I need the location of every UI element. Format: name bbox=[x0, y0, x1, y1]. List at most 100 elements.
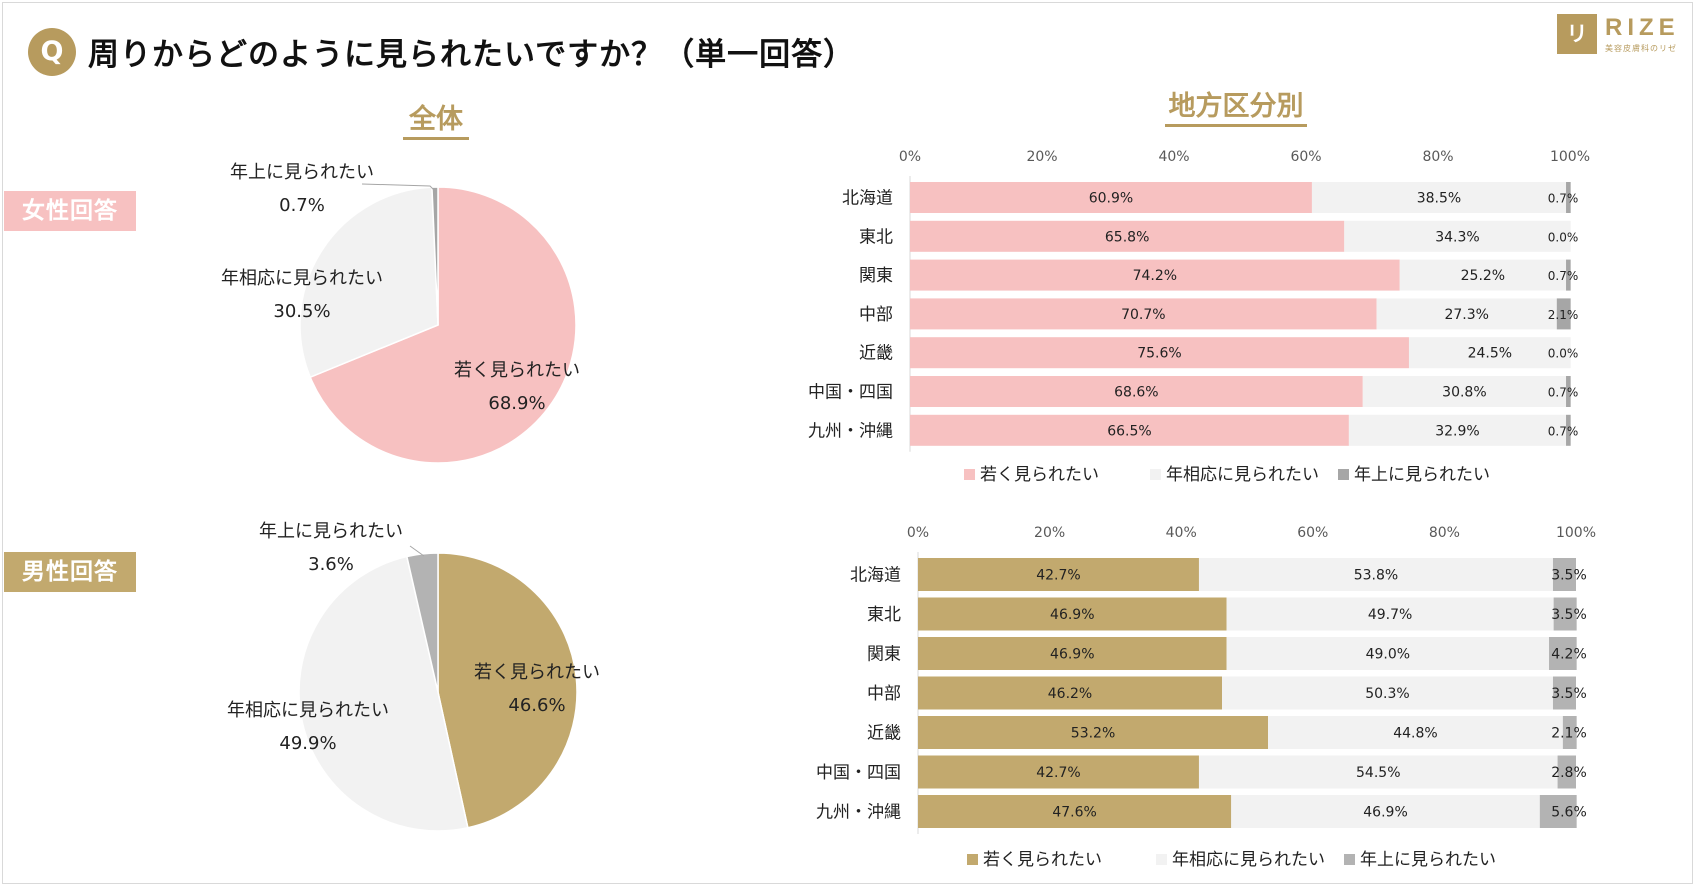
logo-wordmark: RIZE bbox=[1605, 14, 1680, 41]
bar-male-bar-1 bbox=[1198, 558, 1553, 591]
bar-female-legend-label: 若く見られたい bbox=[980, 465, 1099, 485]
bar-female-x-tick: 60% bbox=[1290, 149, 1321, 165]
bar-female-category-label: 近畿 bbox=[859, 344, 893, 364]
bar-male-bar-2 bbox=[1552, 676, 1576, 710]
pie-female-slice-2 bbox=[431, 186, 439, 326]
bar-male-legend-label: 年上に見られたい bbox=[1360, 850, 1496, 870]
pie-male-slice-value-1: 49.9% bbox=[279, 733, 336, 754]
pie-female-leader-line bbox=[361, 183, 435, 191]
bar-male-bar-label-1: 53.8% bbox=[1354, 568, 1398, 584]
gender-label-female: 女性回答 bbox=[4, 191, 136, 231]
bar-male-bar-2 bbox=[1557, 755, 1576, 789]
bar-female-x-tick: 80% bbox=[1422, 149, 1453, 165]
bar-female-bar-0 bbox=[910, 220, 1345, 252]
bar-male-legend-label: 年相応に見られたい bbox=[1172, 850, 1325, 870]
bar-female-bar-1 bbox=[1311, 182, 1567, 213]
bar-female-bar-label-1: 32.9% bbox=[1435, 423, 1479, 439]
bar-male-category-label: 関東 bbox=[867, 645, 901, 665]
bar-female-bar-1 bbox=[1348, 414, 1567, 446]
bar-female-category-label: 東北 bbox=[859, 227, 893, 247]
bar-female-bar-label-1: 25.2% bbox=[1461, 268, 1505, 284]
bar-female-bar-0 bbox=[910, 414, 1349, 446]
bar-female-x-tick: 0% bbox=[899, 149, 921, 165]
bar-male-legend-swatch bbox=[1344, 854, 1355, 865]
bar-male-bar-1 bbox=[1231, 795, 1540, 828]
bar-male-bar-label-0: 46.2% bbox=[1048, 686, 1092, 702]
pie-female-slice-value-2: 0.7% bbox=[279, 195, 325, 216]
bar-female-bar-2 bbox=[1556, 298, 1571, 330]
bar-female-bar-0 bbox=[910, 376, 1363, 407]
bar-male-bar-label-2: 5.6% bbox=[1551, 805, 1587, 821]
bar-male-bar-label-0: 53.2% bbox=[1071, 726, 1115, 742]
bar-male-legend-swatch bbox=[1156, 854, 1167, 865]
bar-male-bar-2 bbox=[1553, 597, 1577, 631]
bar-male-x-tick: 0% bbox=[907, 525, 929, 541]
bar-female-category-label: 中部 bbox=[859, 305, 893, 325]
bar-female-bar-0 bbox=[910, 298, 1377, 330]
bar-female-bar-label-0: 75.6% bbox=[1137, 346, 1181, 362]
bar-female-bar-label-2: 0.7% bbox=[1548, 269, 1579, 283]
bar-female-x-tick: 40% bbox=[1158, 149, 1189, 165]
bar-male-x-tick: 40% bbox=[1166, 525, 1197, 541]
bar-female-bar-label-2: 0.0% bbox=[1548, 230, 1579, 244]
bar-male-category-label: 九州・沖縄 bbox=[816, 803, 901, 823]
question-title: 周りからどのように見られたいですか？（単一回答） bbox=[88, 37, 856, 73]
bar-male-bar-0 bbox=[918, 676, 1222, 710]
bar-female-bar-label-0: 68.6% bbox=[1114, 385, 1158, 401]
bar-male-bar-label-2: 2.8% bbox=[1551, 765, 1587, 781]
bar-male-bar-2 bbox=[1552, 558, 1576, 591]
bar-female-bar-label-2: 2.1% bbox=[1548, 308, 1579, 322]
bar-male-legend-swatch bbox=[967, 854, 978, 865]
bar-female-bar-0 bbox=[910, 337, 1409, 369]
bar-male-bar-0 bbox=[918, 755, 1199, 789]
bar-male-bar-label-2: 3.5% bbox=[1551, 568, 1587, 584]
bar-female-bar-1 bbox=[1376, 298, 1557, 330]
bar-male-bar-label-1: 49.7% bbox=[1368, 607, 1412, 623]
bar-female-category-label: 北海道 bbox=[842, 189, 893, 209]
pie-female-slice-value-0: 68.9% bbox=[488, 393, 545, 414]
bar-male-x-tick: 20% bbox=[1034, 525, 1065, 541]
bar-female-category-label: 関東 bbox=[859, 266, 893, 286]
section-title-overall: 全体 bbox=[403, 103, 469, 140]
bar-female-bar-label-1: 30.8% bbox=[1442, 385, 1486, 401]
bar-female-legend-swatch bbox=[1150, 469, 1161, 480]
bar-male-bar-label-0: 42.7% bbox=[1036, 765, 1080, 781]
bar-male-category-label: 近畿 bbox=[867, 724, 901, 744]
bar-female-bar-label-1: 34.3% bbox=[1435, 229, 1479, 245]
bar-male-bar-0 bbox=[918, 716, 1269, 749]
pie-female-slice-1 bbox=[299, 186, 439, 379]
bar-male-bar-label-0: 42.7% bbox=[1036, 568, 1080, 584]
bar-female-legend-swatch bbox=[964, 469, 975, 480]
bar-female-bar-1 bbox=[1399, 259, 1567, 291]
bar-female-x-tick: 100% bbox=[1550, 149, 1590, 165]
bar-female-category-label: 九州・沖縄 bbox=[808, 421, 893, 441]
bar-female-bar-1 bbox=[1362, 376, 1567, 407]
bar-female-bar-label-1: 24.5% bbox=[1468, 346, 1512, 362]
bar-male-bar-1 bbox=[1226, 637, 1550, 670]
bar-male-bar-2 bbox=[1539, 795, 1577, 828]
gender-label-male: 男性回答 bbox=[4, 552, 136, 592]
bar-male-bar-label-0: 46.9% bbox=[1050, 607, 1094, 623]
bar-female-bar-1 bbox=[1408, 337, 1571, 369]
bar-male-bar-1 bbox=[1221, 676, 1553, 710]
pie-female-slice-label-0: 若く見られたい bbox=[454, 360, 580, 381]
bar-male-bar-label-1: 50.3% bbox=[1365, 686, 1409, 702]
bar-female-bar-label-1: 27.3% bbox=[1444, 307, 1488, 323]
bar-female-bar-0 bbox=[910, 182, 1312, 213]
bar-male-bar-label-1: 44.8% bbox=[1393, 726, 1437, 742]
bar-male-category-label: 北海道 bbox=[850, 566, 901, 586]
logo-subtitle: 美容皮膚科のリゼ bbox=[1605, 44, 1677, 53]
bar-male-bar-1 bbox=[1226, 597, 1554, 631]
bar-female-bar-label-1: 38.5% bbox=[1417, 191, 1461, 207]
bar-female-legend-label: 年相応に見られたい bbox=[1166, 465, 1319, 485]
bar-male-bar-label-1: 49.0% bbox=[1366, 647, 1410, 663]
pie-male-slice-label-0: 若く見られたい bbox=[474, 662, 600, 683]
bar-female-legend-swatch bbox=[1338, 469, 1349, 480]
pie-male-slice-2 bbox=[405, 552, 439, 693]
pie-female-slice-label-2: 年上に見られたい bbox=[230, 162, 374, 183]
bar-female-bar-label-2: 0.7% bbox=[1548, 386, 1579, 400]
bar-female-bar-2 bbox=[1566, 259, 1571, 291]
bar-male-bar-0 bbox=[918, 597, 1227, 631]
bar-male-bar-label-2: 3.5% bbox=[1551, 686, 1587, 702]
